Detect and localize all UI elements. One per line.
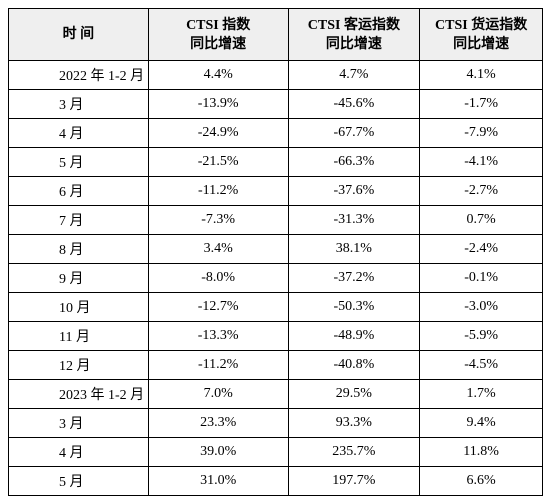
value-cell: 1.7% (419, 379, 543, 409)
table-row: 7 月 -7.3% -31.3% 0.7% (8, 205, 543, 235)
period-cell: 3 月 (8, 89, 149, 119)
period-cell: 5 月 (8, 147, 149, 177)
value-cell: -11.2% (147, 350, 289, 380)
value-cell: 9.4% (419, 408, 543, 438)
value-cell: -66.3% (287, 147, 421, 177)
value-cell: 93.3% (287, 408, 421, 438)
value-cell: -0.1% (419, 263, 543, 293)
value-cell: -8.0% (147, 263, 289, 293)
value-cell: -48.9% (287, 321, 421, 351)
value-cell: 3.4% (147, 234, 289, 264)
value-cell: 38.1% (287, 234, 421, 264)
value-cell: 29.5% (287, 379, 421, 409)
value-cell: 39.0% (147, 437, 289, 467)
value-cell: -21.5% (147, 147, 289, 177)
value-cell: -37.6% (287, 176, 421, 206)
table-row: 3 月 -13.9% -45.6% -1.7% (8, 89, 543, 119)
table-row: 12 月 -11.2% -40.8% -4.5% (8, 350, 543, 380)
period-cell: 4 月 (8, 118, 149, 148)
header-text: CTSI 客运指数 (307, 17, 400, 33)
value-cell: -5.9% (419, 321, 543, 351)
header-text: 同比增速 (453, 36, 510, 52)
header-row: 时 间 CTSI 指数 同比增速 CTSI 客运指数 同比增速 CTSI 货运指数 同比增速 (8, 8, 543, 61)
value-cell: 11.8% (419, 437, 543, 467)
header-text: 同比增速 (325, 36, 382, 52)
value-cell: -31.3% (287, 205, 421, 235)
period-cell: 12 月 (8, 350, 149, 380)
value-cell: 31.0% (147, 466, 289, 496)
table-row: 2023 年 1-2 月 7.0% 29.5% 1.7% (8, 379, 543, 409)
header-text: 同比增速 (190, 36, 247, 52)
header-cell: CTSI 货运指数 同比增速 (419, 8, 543, 61)
value-cell: 6.6% (419, 466, 543, 496)
header-text: CTSI 货运指数 (435, 17, 528, 33)
value-cell: -7.3% (147, 205, 289, 235)
value-cell: -2.4% (419, 234, 543, 264)
table-row: 3 月 23.3% 93.3% 9.4% (8, 408, 543, 438)
period-cell: 9 月 (8, 263, 149, 293)
period-cell: 2023 年 1-2 月 (8, 379, 149, 409)
value-cell: -13.9% (147, 89, 289, 119)
table-row: 4 月 39.0% 235.7% 11.8% (8, 437, 543, 467)
period-cell: 6 月 (8, 176, 149, 206)
period-cell: 2022 年 1-2 月 (8, 60, 149, 90)
value-cell: 23.3% (147, 408, 289, 438)
value-cell: -4.1% (419, 147, 543, 177)
value-cell: -13.3% (147, 321, 289, 351)
header-text: CTSI 指数 (186, 17, 251, 33)
table-row: 8 月 3.4% 38.1% -2.4% (8, 234, 543, 264)
table-row: 9 月 -8.0% -37.2% -0.1% (8, 263, 543, 293)
period-cell: 11 月 (8, 321, 149, 351)
data-table: 时 间 CTSI 指数 同比增速 CTSI 客运指数 同比增速 CTSI 货运指数 同比增速… (8, 8, 543, 496)
table-row: 6 月 -11.2% -37.6% -2.7% (8, 176, 543, 206)
value-cell: -7.9% (419, 118, 543, 148)
value-cell: 0.7% (419, 205, 543, 235)
value-cell: 4.4% (147, 60, 289, 90)
header-cell: 时 间 (8, 8, 149, 61)
header-text: 时 间 (62, 27, 95, 42)
value-cell: -50.3% (287, 292, 421, 322)
table-row: 10 月 -12.7% -50.3% -3.0% (8, 292, 543, 322)
table-row: 5 月 31.0% 197.7% 6.6% (8, 466, 543, 496)
period-cell: 3 月 (8, 408, 149, 438)
value-cell: 197.7% (287, 466, 421, 496)
table-row: 2022 年 1-2 月 4.4% 4.7% 4.1% (8, 60, 543, 90)
header-cell: CTSI 客运指数 同比增速 (287, 8, 421, 61)
value-cell: -4.5% (419, 350, 543, 380)
value-cell: -45.6% (287, 89, 421, 119)
table-row: 5 月 -21.5% -66.3% -4.1% (8, 147, 543, 177)
value-cell: -40.8% (287, 350, 421, 380)
value-cell: -24.9% (147, 118, 289, 148)
period-cell: 7 月 (8, 205, 149, 235)
value-cell: -2.7% (419, 176, 543, 206)
value-cell: -37.2% (287, 263, 421, 293)
value-cell: 7.0% (147, 379, 289, 409)
table-row: 11 月 -13.3% -48.9% -5.9% (8, 321, 543, 351)
value-cell: 4.7% (287, 60, 421, 90)
value-cell: -11.2% (147, 176, 289, 206)
period-cell: 8 月 (8, 234, 149, 264)
period-cell: 5 月 (8, 466, 149, 496)
table-row: 4 月 -24.9% -67.7% -7.9% (8, 118, 543, 148)
value-cell: -3.0% (419, 292, 543, 322)
value-cell: 4.1% (419, 60, 543, 90)
value-cell: 235.7% (287, 437, 421, 467)
value-cell: -1.7% (419, 89, 543, 119)
value-cell: -67.7% (287, 118, 421, 148)
period-cell: 10 月 (8, 292, 149, 322)
period-cell: 4 月 (8, 437, 149, 467)
value-cell: -12.7% (147, 292, 289, 322)
header-cell: CTSI 指数 同比增速 (147, 8, 289, 61)
